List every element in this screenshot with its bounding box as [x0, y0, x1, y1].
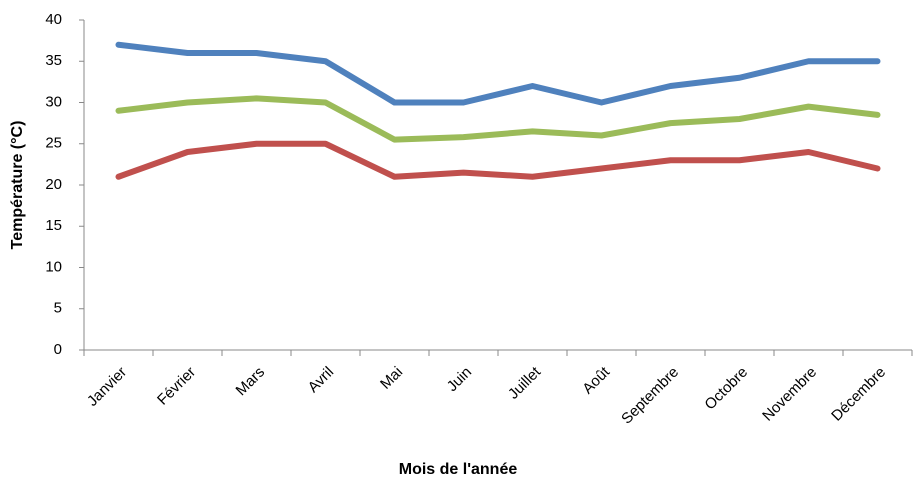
- x-tick-label: Juillet: [505, 363, 545, 403]
- y-axis-title: Température (°C): [9, 121, 26, 250]
- x-tick-label: Décembre: [828, 364, 889, 425]
- y-tick-label: 40: [45, 11, 62, 28]
- x-axis-title: Mois de l'année: [399, 461, 518, 478]
- x-tick-label: Janvier: [84, 364, 130, 410]
- series-line: [115, 41, 881, 106]
- x-tick-label: Août: [579, 363, 613, 397]
- y-tick-label: 30: [45, 93, 62, 110]
- y-tick-label: 10: [45, 258, 62, 275]
- series-line: [115, 140, 881, 180]
- y-tick-label: 35: [45, 52, 62, 69]
- y-tick-label: 20: [45, 176, 62, 193]
- x-tick-label: Avril: [305, 364, 337, 396]
- x-tick-label: Novembre: [759, 364, 820, 425]
- x-tick-label: Septembre: [618, 364, 682, 428]
- y-tick-label: 5: [54, 300, 62, 317]
- x-tick-label: Mai: [377, 364, 406, 393]
- x-tick-label: Octobre: [701, 364, 751, 414]
- y-tick-label: 0: [54, 341, 62, 358]
- x-tick-label: Février: [154, 364, 199, 409]
- y-tick-label: 25: [45, 135, 62, 152]
- series-line: [115, 95, 881, 143]
- x-tick-label: Juin: [444, 364, 475, 395]
- y-tick-label: 15: [45, 217, 62, 234]
- x-tick-label: Mars: [233, 364, 269, 400]
